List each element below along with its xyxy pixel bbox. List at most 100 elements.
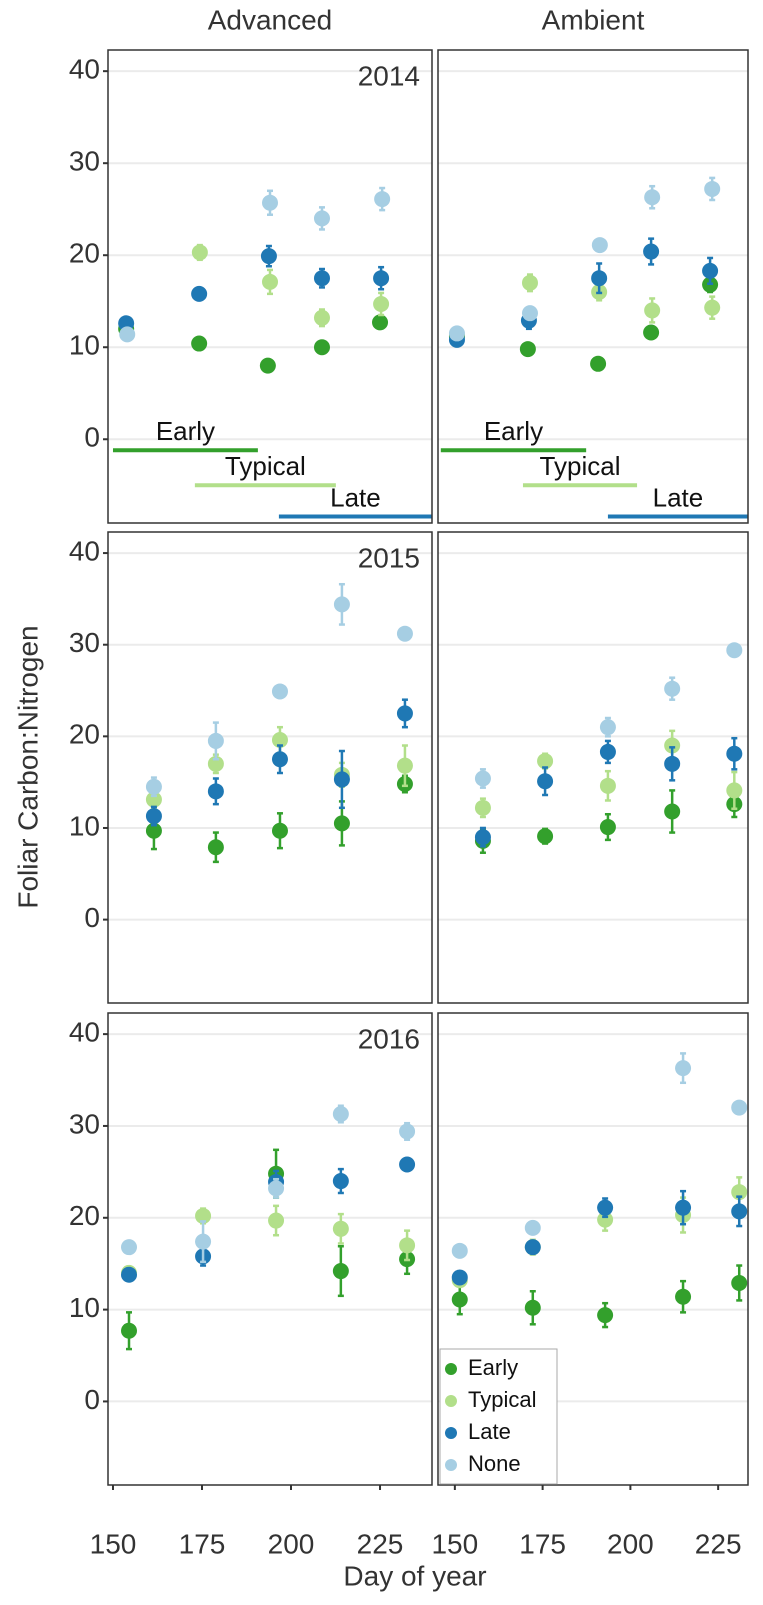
- point: [145, 822, 162, 839]
- panel-border: [107, 49, 433, 524]
- point: [260, 248, 277, 265]
- point: [313, 270, 330, 287]
- y-tick-label: 20: [69, 238, 100, 269]
- phase-label: Early: [156, 416, 215, 446]
- point: [664, 803, 681, 820]
- point: [519, 341, 536, 358]
- point: [399, 1237, 416, 1254]
- point: [268, 1180, 285, 1197]
- point: [399, 1123, 416, 1140]
- y-tick-label: 30: [69, 146, 100, 177]
- y-tick-label: 30: [69, 1108, 100, 1139]
- panel-border: [107, 531, 433, 1004]
- point: [474, 770, 491, 787]
- panel: [438, 1033, 748, 1403]
- facet-strip-label: Advanced: [208, 4, 333, 35]
- y-tick-label: 0: [84, 1384, 100, 1415]
- point: [474, 799, 491, 816]
- point: [675, 1288, 692, 1305]
- point: [599, 819, 616, 836]
- y-tick-label: 10: [69, 810, 100, 841]
- x-axis-title: Day of year: [343, 1560, 486, 1591]
- point: [675, 1199, 692, 1216]
- x-tick-label: 175: [179, 1528, 226, 1559]
- point: [271, 822, 288, 839]
- legend-label: None: [468, 1451, 521, 1476]
- y-tick-label: 0: [84, 422, 100, 453]
- point: [664, 680, 681, 697]
- x-tick-label: 175: [519, 1528, 566, 1559]
- panel: Early Typical Late: [108, 70, 432, 519]
- panel-border: [437, 49, 749, 524]
- panel-border: [437, 1012, 749, 1486]
- point: [451, 1242, 468, 1259]
- point: [396, 757, 413, 774]
- point: [145, 791, 162, 808]
- x-tick-label: 200: [268, 1528, 315, 1559]
- y-tick-label: 40: [69, 54, 100, 85]
- point: [643, 243, 660, 260]
- point: [644, 189, 661, 206]
- phase-label: Early: [484, 416, 543, 446]
- point: [731, 1184, 748, 1201]
- point: [731, 1203, 748, 1220]
- point: [702, 262, 719, 279]
- point: [399, 1156, 416, 1173]
- year-label: 2016: [358, 1023, 420, 1054]
- point: [374, 191, 391, 208]
- point: [121, 1239, 138, 1256]
- point: [121, 1266, 138, 1283]
- panel: [438, 552, 748, 921]
- point: [207, 755, 224, 772]
- panel: Early Typical Late: [438, 70, 748, 519]
- point: [195, 1233, 212, 1250]
- phase-label: Typical: [225, 451, 306, 481]
- phase-label: Typical: [540, 451, 621, 481]
- point: [333, 815, 350, 832]
- point: [191, 335, 208, 352]
- y-tick-label: 10: [69, 1292, 100, 1323]
- year-label: 2015: [358, 542, 420, 573]
- point: [119, 326, 136, 343]
- point: [373, 295, 390, 312]
- point: [451, 1291, 468, 1308]
- point: [259, 357, 276, 374]
- point: [590, 355, 607, 372]
- point: [664, 755, 681, 772]
- point: [524, 1239, 541, 1256]
- point: [726, 782, 743, 799]
- point: [597, 1199, 614, 1216]
- point: [396, 625, 413, 642]
- panel: [108, 1033, 432, 1403]
- panel-border: [437, 531, 749, 1004]
- phase-label: Late: [653, 482, 704, 512]
- point: [332, 1106, 349, 1123]
- point: [313, 339, 330, 356]
- y-tick-label: 20: [69, 1200, 100, 1231]
- legend-marker: [445, 1427, 457, 1439]
- point: [524, 1299, 541, 1316]
- point: [207, 839, 224, 856]
- point: [521, 274, 538, 291]
- point: [731, 1274, 748, 1291]
- point: [121, 1322, 138, 1339]
- year-label: 2014: [358, 60, 420, 91]
- x-tick-label: 225: [695, 1528, 742, 1559]
- point: [731, 1099, 748, 1116]
- point: [268, 1212, 285, 1229]
- point: [372, 314, 389, 331]
- point: [332, 1173, 349, 1190]
- point: [704, 299, 721, 316]
- legend-marker: [445, 1395, 457, 1407]
- point: [313, 210, 330, 227]
- point: [333, 596, 350, 613]
- x-tick-label: 225: [357, 1528, 404, 1559]
- x-tick-label: 150: [431, 1528, 478, 1559]
- y-tick-label: 20: [69, 719, 100, 750]
- point: [644, 302, 661, 319]
- legend-marker: [445, 1363, 457, 1375]
- point: [191, 244, 208, 261]
- point: [145, 778, 162, 795]
